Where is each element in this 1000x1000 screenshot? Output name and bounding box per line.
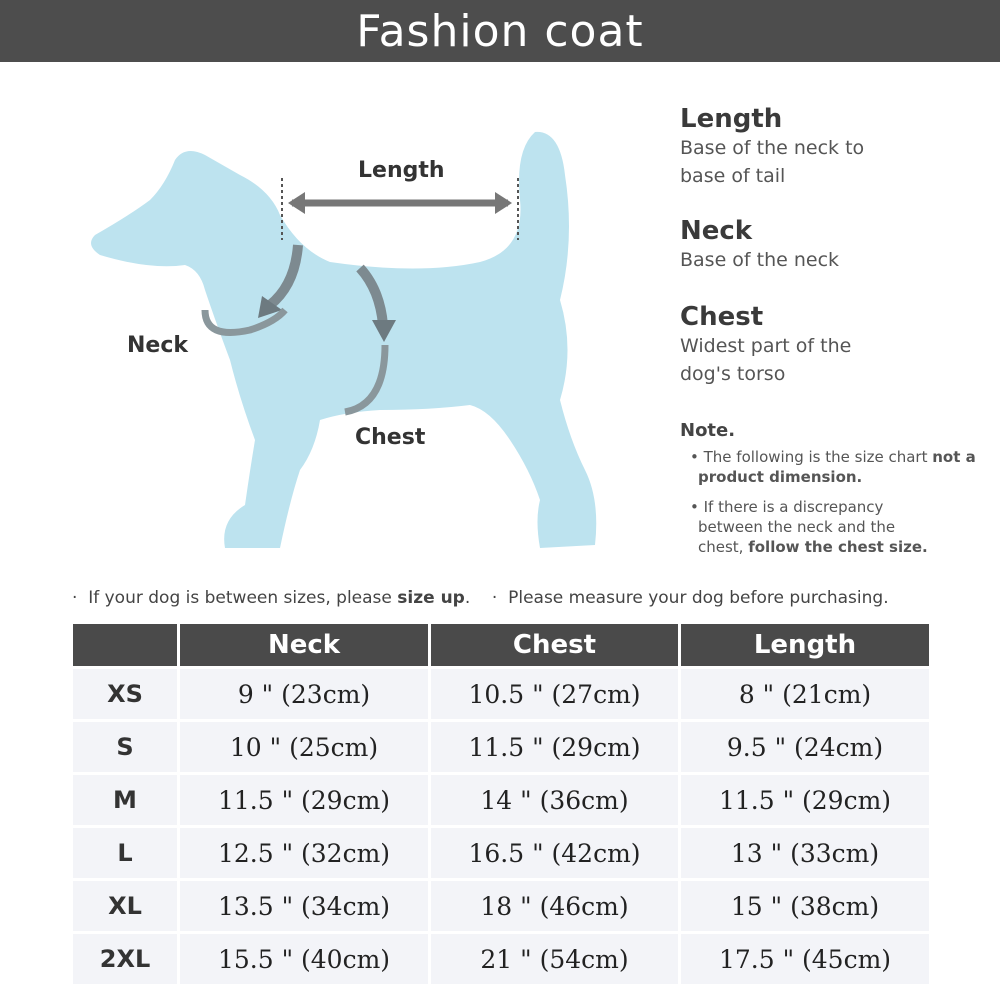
cell-neck: 13.5 " (34cm) [180, 881, 428, 931]
length-label: Length [358, 158, 445, 183]
cell-chest: 18 " (46cm) [431, 881, 678, 931]
header-chest: Chest [431, 624, 678, 666]
definition-text: Widest part of the dog's torso [680, 335, 852, 385]
cell-size: S [73, 722, 177, 772]
definition-text: Base of the neck [680, 249, 840, 271]
tip-size-up: · If your dog is between sizes, please s… [72, 588, 471, 608]
cell-length: 8 " (21cm) [681, 669, 929, 719]
cell-chest: 16.5 " (42cm) [431, 828, 678, 878]
cell-size: M [73, 775, 177, 825]
table-row: M 11.5 " (29cm) 14 " (36cm) 11.5 " (29cm) [73, 775, 929, 825]
note-emphasis: follow the chest size. [748, 538, 928, 556]
chest-arrow-head [372, 320, 396, 342]
note-text: The following is the size chart [703, 448, 933, 466]
table-header-row: Neck Chest Length [73, 624, 929, 666]
note-section: Note. • The following is the size chart … [680, 420, 980, 567]
note-text: If there is a discrepancy between the ne… [698, 498, 896, 556]
tip-text: If your dog is between sizes, please [88, 588, 398, 608]
tip-emphasis: size up [397, 588, 465, 608]
length-arrow-left-head [288, 192, 305, 214]
cell-chest: 21 " (54cm) [431, 934, 678, 984]
neck-arrow-head [258, 296, 282, 318]
note-item: • The following is the size chart not a … [690, 448, 976, 486]
cell-chest: 10.5 " (27cm) [431, 669, 678, 719]
chest-label: Chest [355, 425, 426, 450]
length-arrow-right-head [495, 192, 512, 214]
header-size [73, 624, 177, 666]
cell-neck: 11.5 " (29cm) [180, 775, 428, 825]
cell-size: XS [73, 669, 177, 719]
table-row: L 12.5 " (32cm) 16.5 " (42cm) 13 " (33cm) [73, 828, 929, 878]
definition-chest: Chest Widest part of the dog's torso [680, 302, 980, 388]
cell-length: 15 " (38cm) [681, 881, 929, 931]
neck-label: Neck [127, 333, 189, 358]
page-title: Fashion coat [0, 0, 1000, 62]
neck-band [201, 307, 288, 336]
dog-silhouette-diagram [91, 131, 597, 548]
size-table: Neck Chest Length XS 9 " (23cm) 10.5 " (27… [70, 621, 932, 987]
cell-neck: 10 " (25cm) [180, 722, 428, 772]
cell-length: 11.5 " (29cm) [681, 775, 929, 825]
note-item: • If there is a discrepancy between the … [690, 498, 928, 556]
cell-size: XL [73, 881, 177, 931]
cell-neck: 12.5 " (32cm) [180, 828, 428, 878]
cell-size: 2XL [73, 934, 177, 984]
cell-length: 9.5 " (24cm) [681, 722, 929, 772]
definition-neck: Neck Base of the neck [680, 216, 980, 274]
table-row: 2XL 15.5 " (40cm) 21 " (54cm) 17.5 " (45cm) [73, 934, 929, 984]
tip-measure: · Please measure your dog before purchas… [491, 588, 889, 608]
chest-arrow [356, 264, 388, 326]
tip-text: . [464, 588, 471, 608]
definition-length: Length Base of the neck to base of tail [680, 104, 980, 190]
cell-neck: 9 " (23cm) [180, 669, 428, 719]
cell-chest: 14 " (36cm) [431, 775, 678, 825]
cell-length: 13 " (33cm) [681, 828, 929, 878]
header-length: Length [681, 624, 929, 666]
cell-length: 17.5 " (45cm) [681, 934, 929, 984]
chest-band [344, 344, 389, 416]
definition-title: Length [680, 104, 783, 134]
definition-text: Base of the neck to base of tail [680, 137, 865, 187]
definition-title: Neck [680, 216, 753, 246]
note-title: Note. [680, 420, 736, 441]
cell-size: L [73, 828, 177, 878]
table-row: XL 13.5 " (34cm) 18 " (46cm) 15 " (38cm) [73, 881, 929, 931]
header-neck: Neck [180, 624, 428, 666]
neck-arrow [266, 244, 303, 309]
tip-text: Please measure your dog before purchasin… [508, 588, 889, 608]
table-row: XS 9 " (23cm) 10.5 " (27cm) 8 " (21cm) [73, 669, 929, 719]
definition-title: Chest [680, 302, 764, 332]
note-emphasis: not a product dimension. [698, 448, 976, 486]
tips-line: · If your dog is between sizes, please s… [72, 588, 889, 608]
cell-chest: 11.5 " (29cm) [431, 722, 678, 772]
dog-body [91, 131, 597, 548]
cell-neck: 15.5 " (40cm) [180, 934, 428, 984]
table-row: S 10 " (25cm) 11.5 " (29cm) 9.5 " (24cm) [73, 722, 929, 772]
